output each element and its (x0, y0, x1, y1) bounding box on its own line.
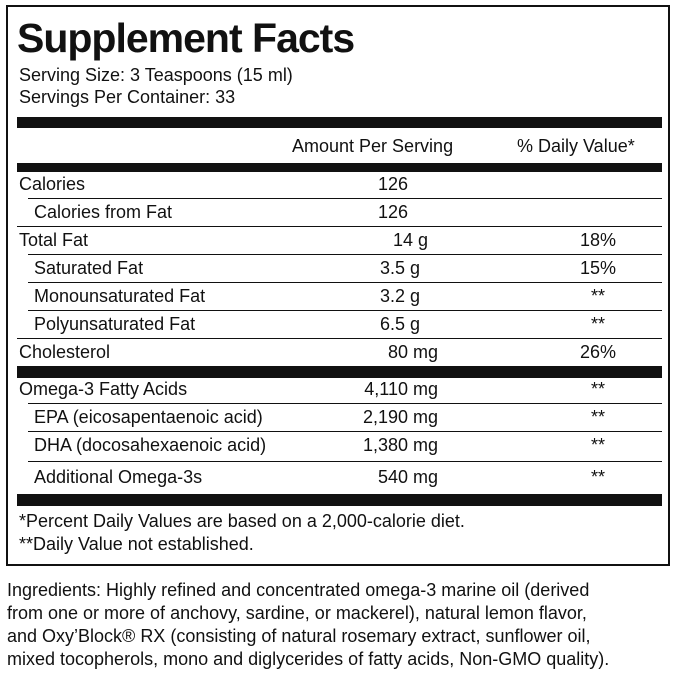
nutrient-name: Calories from Fat (34, 202, 173, 222)
column-header: % Daily Value* (517, 136, 635, 156)
row-rule (17, 338, 662, 339)
amount: 80 mg (387, 342, 438, 362)
amount: 3.2 g (379, 286, 420, 306)
amount: 3.5 g (379, 258, 420, 278)
facts-box (6, 5, 670, 566)
amount: 126 (377, 202, 408, 222)
row-rule (28, 282, 662, 283)
ingredients-line: mixed tocopherols, mono and diglycerides… (7, 649, 610, 669)
daily-value: 26% (579, 342, 617, 362)
thick-bar (17, 117, 662, 128)
row-rule (28, 431, 662, 432)
daily-value: 18% (579, 230, 617, 250)
serving-size: Serving Size: 3 Teaspoons (15 ml) (19, 65, 293, 85)
nutrient-name: Total Fat (19, 230, 89, 250)
row-rule (28, 403, 662, 404)
nutrient-name: Saturated Fat (34, 258, 144, 278)
daily-value: ** (590, 407, 606, 427)
nutrient-name: Cholesterol (19, 342, 111, 362)
daily-value: ** (590, 379, 606, 399)
amount: 14 g (392, 230, 428, 250)
amount: 2,190 mg (362, 407, 438, 427)
nutrient-name: Omega-3 Fatty Acids (19, 379, 188, 399)
column-header: Amount Per Serving (292, 136, 454, 156)
amount: 540 mg (377, 467, 438, 487)
nutrient-name: Polyunsaturated Fat (34, 314, 196, 334)
row-rule (28, 310, 662, 311)
footnote: *Percent Daily Values are based on a 2,0… (19, 511, 465, 531)
amount: 1,380 mg (362, 435, 438, 455)
nutrient-name: Additional Omega-3s (34, 467, 203, 487)
nutrient-name: DHA (docosahexaenoic acid) (34, 435, 267, 455)
thick-bar (17, 163, 662, 172)
ingredients-line: Ingredients: Highly refined and concentr… (7, 580, 590, 600)
amount: 6.5 g (379, 314, 420, 334)
footnote: **Daily Value not established. (19, 534, 254, 554)
title: Supplement Facts (17, 15, 355, 61)
nutrient-name: Calories (19, 174, 86, 194)
row-rule (28, 254, 662, 255)
row-rule (28, 198, 662, 199)
servings-per-container: Servings Per Container: 33 (19, 87, 236, 107)
nutrient-name: Monounsaturated Fat (34, 286, 206, 306)
daily-value: ** (590, 435, 606, 455)
amount: 4,110 mg (364, 379, 438, 399)
row-rule (17, 226, 662, 227)
nutrient-name: EPA (eicosapentaenoic acid) (34, 407, 263, 427)
daily-value: ** (590, 314, 606, 334)
amount: 126 (377, 174, 408, 194)
daily-value: ** (590, 467, 606, 487)
daily-value: ** (590, 286, 606, 306)
ingredients-line: and Oxy’Block® RX (consisting of natural… (7, 626, 591, 646)
thick-bar (17, 494, 662, 506)
daily-value: 15% (579, 258, 617, 278)
row-rule (28, 461, 662, 462)
ingredients-line: from one or more of anchovy, sardine, or… (7, 603, 587, 623)
thick-bar (17, 366, 662, 378)
